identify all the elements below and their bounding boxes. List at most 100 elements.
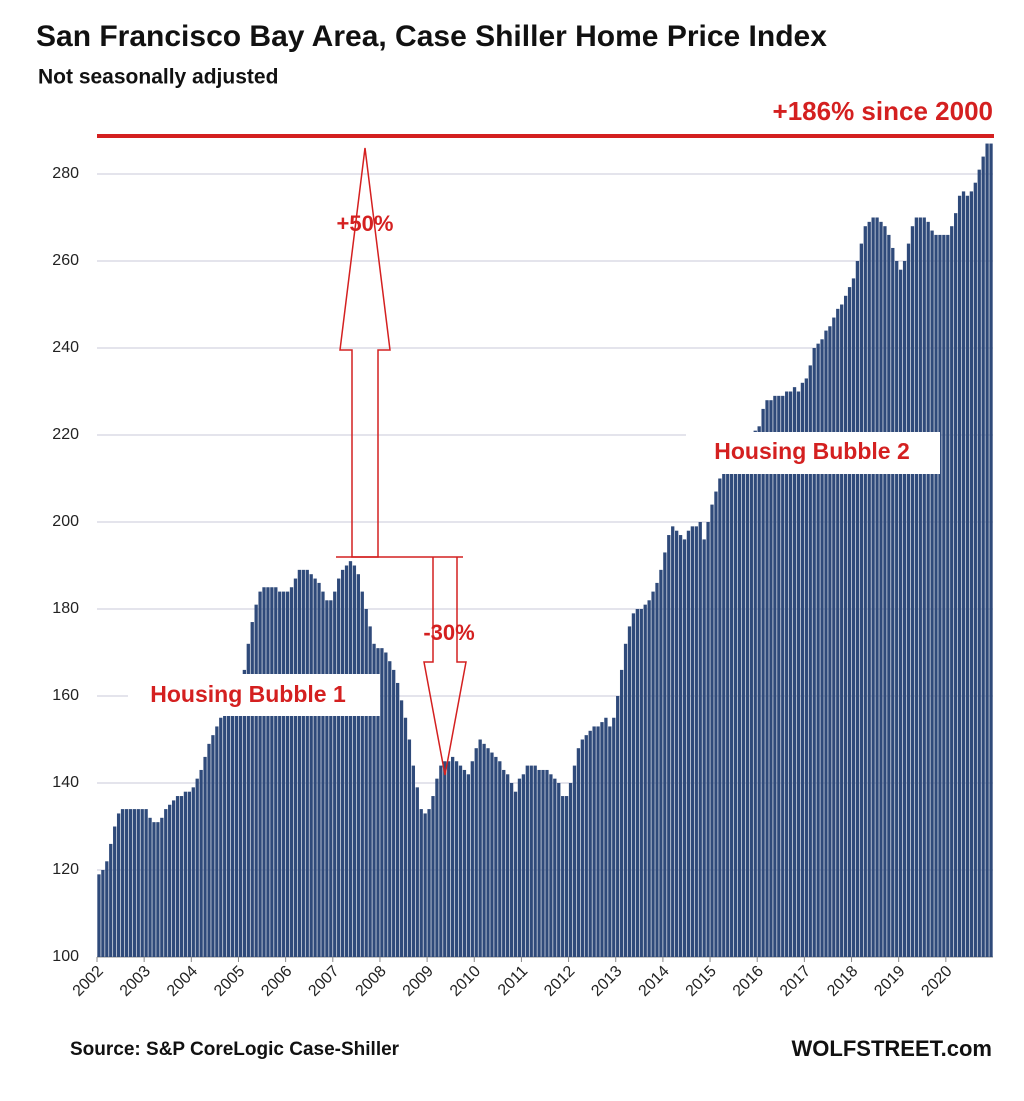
bar [226, 709, 231, 957]
bar [733, 443, 738, 957]
bar [694, 526, 698, 957]
bar [568, 783, 573, 957]
bar [576, 748, 581, 957]
bar [973, 182, 977, 957]
bar [337, 578, 341, 957]
bar [285, 591, 290, 957]
bar [152, 822, 156, 957]
bar [191, 787, 195, 957]
bar [855, 261, 860, 957]
bar [710, 504, 714, 957]
x-tick-label: 2017 [777, 963, 814, 1000]
x-tick-label: 2010 [447, 963, 484, 1000]
bar [293, 578, 298, 957]
bar [168, 804, 172, 957]
bar [938, 234, 942, 957]
bar [545, 769, 549, 957]
bar [871, 217, 875, 957]
bar [828, 326, 832, 957]
x-tick-label: 2012 [541, 963, 578, 1000]
bar [867, 221, 871, 958]
bar [266, 587, 270, 957]
bar [297, 569, 302, 957]
bar [215, 726, 219, 957]
bar [313, 578, 317, 957]
bar [116, 813, 121, 957]
bar [887, 234, 891, 957]
bar [238, 696, 243, 957]
bar [773, 395, 777, 958]
bar [906, 243, 911, 958]
y-tick-label: 140 [52, 774, 79, 791]
bar [175, 796, 180, 957]
bar [946, 234, 950, 957]
x-tick-label: 2009 [400, 963, 437, 1000]
bar [211, 735, 215, 957]
bar [580, 739, 584, 957]
x-tick-label: 2015 [683, 963, 720, 1000]
bar [325, 600, 329, 957]
bar [749, 435, 753, 957]
bar [282, 591, 286, 957]
bar [883, 226, 887, 957]
bar [596, 726, 600, 957]
bar [572, 765, 577, 957]
bar [674, 530, 679, 957]
bar [124, 809, 129, 957]
bar [957, 195, 962, 957]
bar [757, 426, 761, 957]
bar [509, 783, 514, 957]
bar [443, 761, 447, 957]
x-tick-label: 2011 [495, 963, 531, 999]
bar [407, 739, 412, 957]
bar [399, 700, 404, 957]
bar [981, 156, 985, 958]
bar [309, 574, 313, 957]
y-tick-label: 160 [52, 687, 79, 704]
bar [301, 569, 305, 957]
bar [863, 226, 867, 957]
bar [478, 739, 482, 957]
bar [431, 796, 435, 957]
bars [97, 143, 993, 958]
label-box [686, 432, 940, 474]
bar [525, 765, 529, 957]
bar [745, 439, 750, 958]
bar [183, 791, 188, 957]
bar [777, 395, 781, 958]
bar [392, 669, 396, 957]
x-tick-label: 2016 [730, 963, 767, 1000]
bar [506, 774, 510, 957]
bar [502, 769, 506, 957]
bar [608, 726, 612, 957]
x-tick-label: 2008 [353, 963, 390, 1000]
bar [423, 813, 427, 957]
bar [627, 626, 632, 957]
bar [950, 226, 954, 957]
bar [462, 769, 467, 957]
bar [148, 817, 152, 957]
bar [113, 826, 117, 957]
bar [474, 748, 478, 957]
bar [140, 809, 144, 957]
bar [466, 774, 471, 957]
bar [564, 796, 569, 957]
total-change: +186% since 2000 [773, 96, 993, 126]
bar [132, 809, 136, 957]
bar [258, 591, 262, 957]
bar [403, 717, 408, 957]
bar [702, 539, 706, 957]
x-tick-label: 2018 [824, 963, 861, 1000]
bar [553, 778, 557, 957]
bar [769, 400, 773, 957]
bar [663, 552, 667, 957]
y-tick-label: 260 [52, 252, 79, 269]
bar [808, 365, 812, 957]
bar [415, 787, 419, 957]
bar [851, 278, 856, 957]
bar [898, 269, 903, 957]
bar [360, 591, 364, 957]
y-tick-label: 280 [52, 165, 79, 182]
bar [376, 648, 380, 957]
up-arrow [339, 147, 391, 558]
